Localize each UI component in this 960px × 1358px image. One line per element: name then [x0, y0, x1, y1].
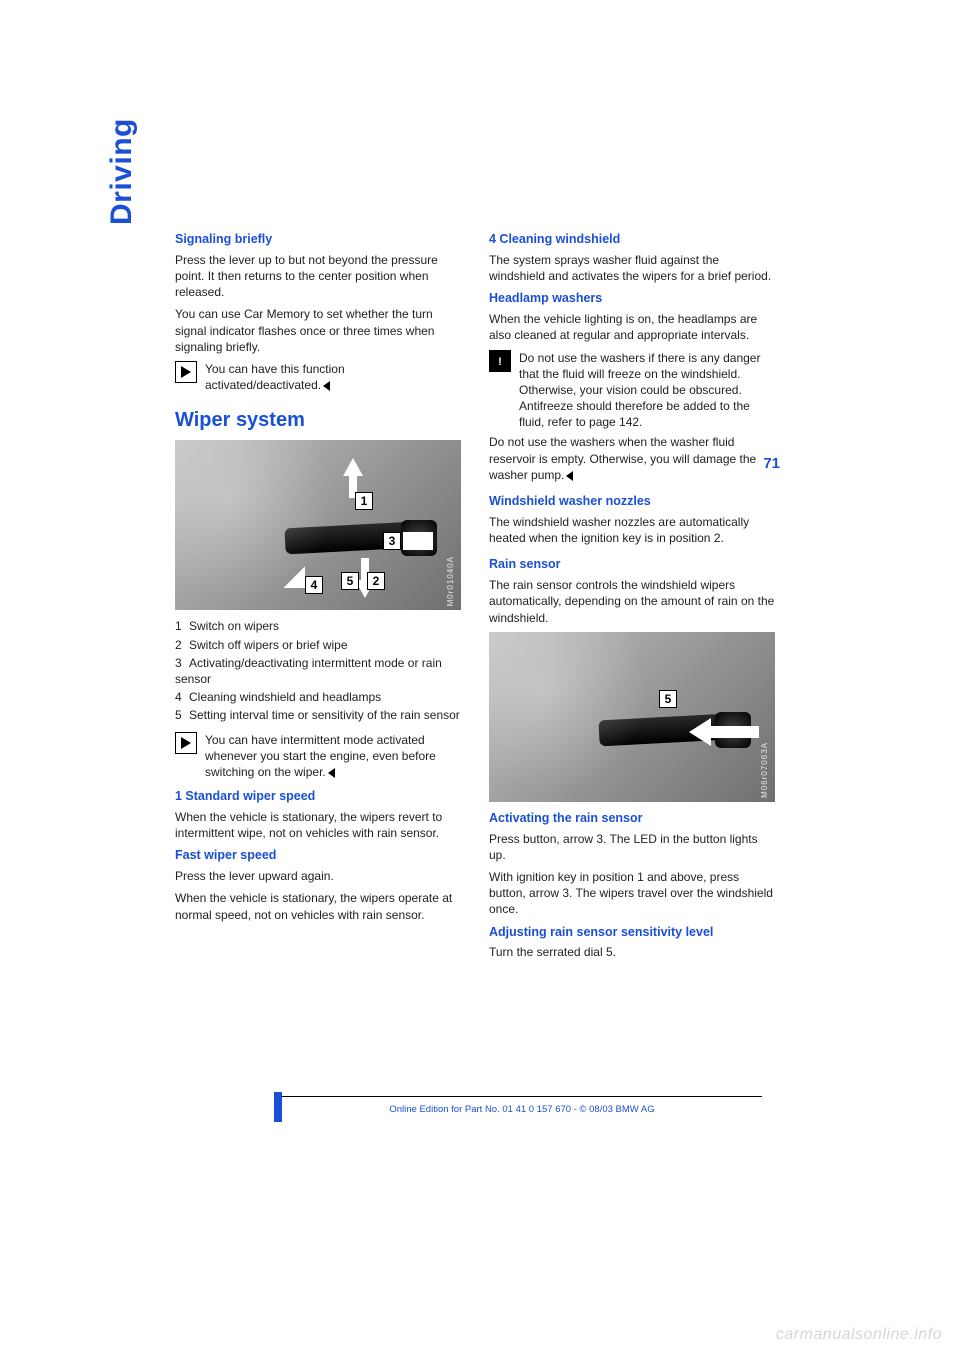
play-icon [175, 732, 197, 754]
end-marker-icon [323, 381, 330, 391]
heading-fast-wiper-speed: Fast wiper speed [175, 847, 461, 864]
wiper-stalk-graphic [284, 522, 415, 555]
warning-icon [489, 350, 511, 372]
heading-activating-rain-sensor: Activating the rain sensor [489, 810, 775, 827]
heading-signaling-briefly: Signaling briefly [175, 231, 461, 248]
paragraph: With ignition key in position 1 and abov… [489, 869, 775, 918]
figure-rain-sensor: 5 M06r07063A [489, 632, 775, 802]
heading-wiper-system: Wiper system [175, 407, 461, 434]
end-marker-icon [566, 471, 573, 481]
figure-reference: M06r07063A [760, 742, 771, 798]
paragraph: The windshield washer nozzles are automa… [489, 514, 775, 546]
wiper-stalk-tip-graphic [401, 520, 437, 556]
paragraph: Press the lever upward again. [175, 868, 461, 884]
paragraph: The system sprays washer fluid against t… [489, 252, 775, 284]
arrow-up-icon [343, 458, 363, 476]
callout-1: 1 [355, 492, 373, 510]
heading-washer-nozzles: Windshield washer nozzles [489, 493, 775, 510]
warning-note: Do not use the washers if there is any d… [489, 350, 775, 431]
footer-tab [274, 1092, 282, 1122]
heading-cleaning-windshield: 4 Cleaning windshield [489, 231, 775, 248]
arrow-left-icon [689, 718, 711, 746]
wiper-stalk-graphic [598, 713, 729, 746]
play-icon [175, 361, 197, 383]
list-item: 3Activating/deactivating intermittent mo… [175, 655, 461, 687]
figure-wiper-lever: 1 3 2 5 4 M0r01040A [175, 440, 461, 610]
list-item: 5Setting interval time or sensitivity of… [175, 707, 461, 723]
callout-4: 4 [305, 576, 323, 594]
content-columns: Signaling briefly Press the lever up to … [175, 225, 775, 967]
figure-reference: M0r01040A [446, 556, 457, 606]
heading-adjusting-sensitivity: Adjusting rain sensor sensitivity level [489, 924, 775, 941]
section-tab-driving: Driving [105, 118, 139, 225]
wiper-stalk-tip-graphic [715, 712, 751, 748]
watermark: carmanualsonline.info [776, 1326, 942, 1344]
arrow-right-icon [403, 532, 433, 550]
callout-3: 3 [383, 532, 401, 550]
paragraph: When the vehicle is stationary, the wipe… [175, 890, 461, 922]
end-marker-icon [328, 768, 335, 778]
paragraph: Do not use the washers if there is any d… [519, 350, 775, 431]
callout-5: 5 [341, 572, 359, 590]
paragraph: When the vehicle lighting is on, the hea… [489, 311, 775, 343]
arrow-down-icon [355, 580, 375, 598]
callout-2: 2 [367, 572, 385, 590]
list-item: 2Switch off wipers or brief wipe [175, 637, 461, 653]
arrow-diag-icon [283, 566, 305, 588]
car-memory-note-2: You can have intermittent mode activated… [175, 732, 461, 781]
paragraph: Turn the serrated dial 5. [489, 944, 775, 960]
footer-rule [282, 1096, 762, 1097]
callout-5: 5 [659, 690, 677, 708]
left-column: Signaling briefly Press the lever up to … [175, 225, 461, 967]
paragraph: You can use Car Memory to set whether th… [175, 306, 461, 355]
paragraph: Press the lever up to but not beyond the… [175, 252, 461, 301]
car-memory-note: You can have this function activated/dea… [175, 361, 461, 393]
lever-legend-list: 1Switch on wipers 2Switch off wipers or … [175, 618, 461, 723]
footer: Online Edition for Part No. 01 41 0 157 … [282, 1096, 762, 1120]
list-item: 1Switch on wipers [175, 618, 461, 634]
paragraph: Press button, arrow 3. The LED in the bu… [489, 831, 775, 863]
heading-standard-wiper-speed: 1 Standard wiper speed [175, 788, 461, 805]
list-item: 4Cleaning windshield and headlamps [175, 689, 461, 705]
right-column: 4 Cleaning windshield The system sprays … [489, 225, 775, 967]
paragraph: When the vehicle is stationary, the wipe… [175, 809, 461, 841]
manual-page: Driving 71 Signaling briefly Press the l… [0, 0, 960, 1358]
heading-headlamp-washers: Headlamp washers [489, 290, 775, 307]
footer-text: Online Edition for Part No. 01 41 0 157 … [282, 1104, 762, 1115]
paragraph: Do not use the washers when the washer f… [489, 434, 775, 483]
paragraph: You can have this function activated/dea… [205, 361, 461, 393]
heading-rain-sensor: Rain sensor [489, 556, 775, 573]
paragraph: The rain sensor controls the windshield … [489, 577, 775, 626]
paragraph: You can have intermittent mode activated… [205, 732, 461, 781]
